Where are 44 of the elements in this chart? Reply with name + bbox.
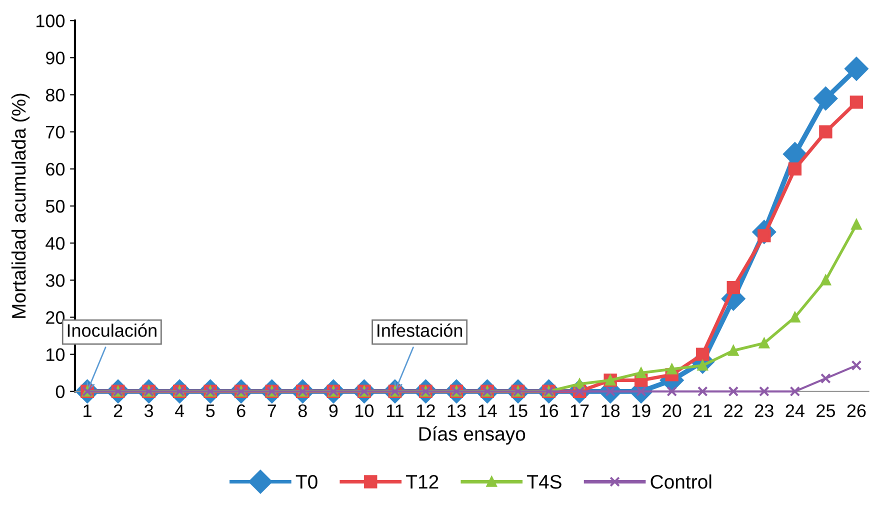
- x-tick-label: 8: [298, 404, 307, 418]
- y-tick-label: 10: [46, 348, 65, 362]
- legend-label: T12: [406, 474, 438, 489]
- x-tick-label: 2: [114, 404, 122, 417]
- x-tick-label: 14: [478, 404, 497, 417]
- x-tick-label: 9: [329, 404, 338, 418]
- x-tick-label: 24: [786, 404, 804, 417]
- x-tick-label: 19: [632, 404, 650, 418]
- annotation: Infestación: [378, 323, 462, 337]
- y-tick-label: 50: [46, 200, 65, 213]
- x-tick-label: 7: [268, 404, 276, 417]
- x-tick-label: 21: [693, 404, 712, 417]
- x-tick-label: 23: [755, 404, 774, 418]
- x-tick-label: 22: [724, 404, 743, 417]
- x-tick-label: 3: [144, 404, 154, 418]
- y-tick-label: 100: [36, 14, 65, 28]
- x-tick-label: 1: [84, 404, 92, 417]
- x-tick-label: 11: [386, 404, 404, 417]
- legend-label: T4S: [527, 474, 562, 489]
- x-tick-label: 5: [206, 404, 215, 418]
- y-tick-label: 0: [56, 385, 65, 398]
- y-tick-label: 70: [46, 126, 65, 139]
- x-tick-label: 18: [602, 404, 620, 418]
- y-tick-label: 40: [46, 237, 65, 250]
- x-tick-label: 15: [509, 404, 528, 418]
- legend-label: Control: [650, 474, 712, 489]
- y-tick-label: 90: [46, 52, 65, 64]
- x-tick-label: 17: [570, 404, 589, 417]
- y-tick-label: 60: [46, 162, 65, 176]
- x-tick-label: 12: [417, 404, 435, 417]
- x-tick-label: 6: [237, 404, 246, 418]
- x-tick-label: 4: [174, 404, 184, 417]
- y-tick-label: 30: [46, 274, 65, 287]
- y-tick-label: 80: [46, 88, 65, 102]
- y-axis-title: Mortalidad acumulada (%): [11, 94, 30, 318]
- x-tick-label: 16: [540, 404, 558, 418]
- legend-label: T0: [296, 474, 318, 489]
- x-tick-label: 10: [356, 404, 374, 418]
- annotation: Inoculación: [68, 323, 156, 337]
- x-tick-label: 25: [816, 404, 835, 418]
- x-tick-label: 13: [448, 404, 466, 418]
- x-axis-title: Días ensayo: [419, 426, 526, 445]
- x-tick-label: 20: [662, 404, 682, 418]
- x-tick-label: 26: [847, 404, 866, 418]
